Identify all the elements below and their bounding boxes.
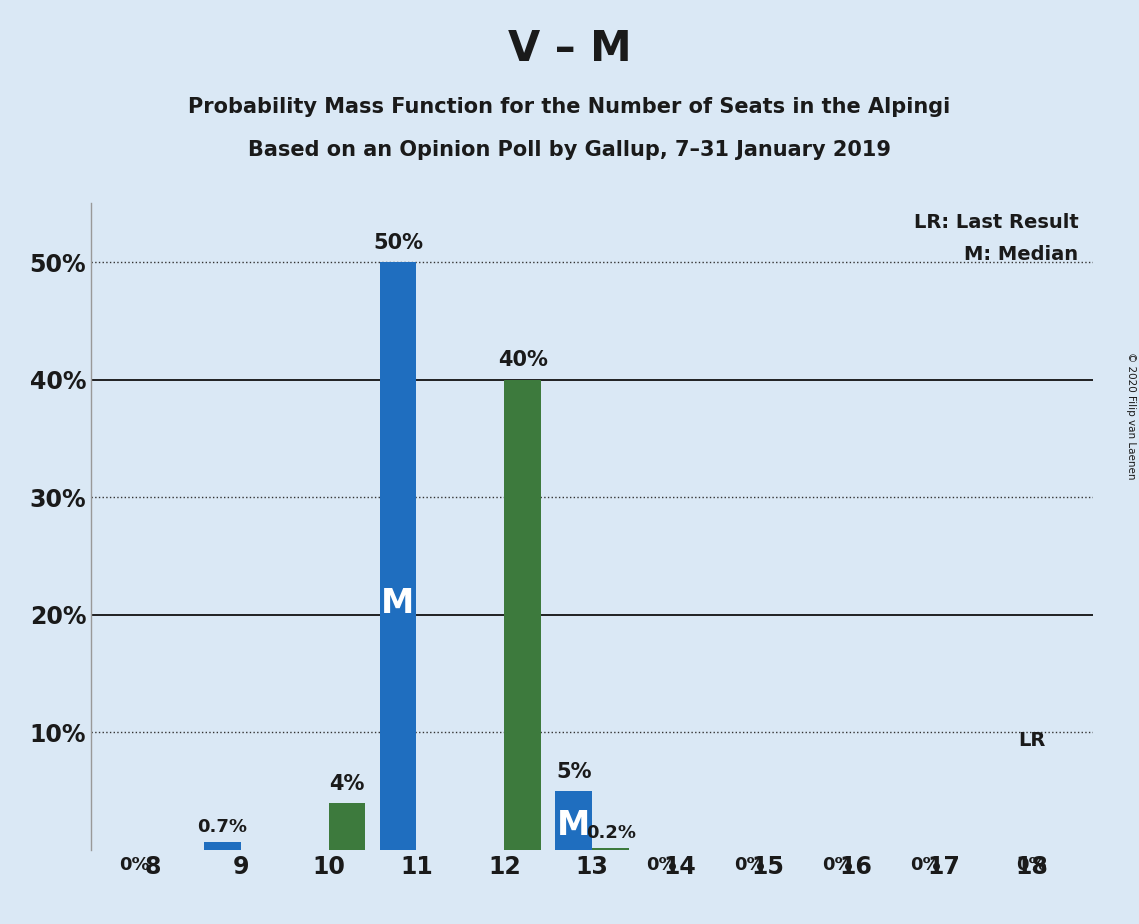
Text: LR: LR xyxy=(1018,731,1046,750)
Text: 50%: 50% xyxy=(372,233,423,252)
Text: 0%: 0% xyxy=(647,856,677,874)
Text: 0%: 0% xyxy=(735,856,765,874)
Bar xyxy=(379,262,417,850)
Text: V – M: V – M xyxy=(508,28,631,69)
Text: © 2020 Filip van Laenen: © 2020 Filip van Laenen xyxy=(1126,352,1136,480)
Text: 0.7%: 0.7% xyxy=(197,818,247,836)
Text: Probability Mass Function for the Number of Seats in the Alpingi: Probability Mass Function for the Number… xyxy=(188,97,951,117)
Text: 0.2%: 0.2% xyxy=(585,824,636,842)
Text: 0%: 0% xyxy=(118,856,149,874)
Text: Based on an Opinion Poll by Gallup, 7–31 January 2019: Based on an Opinion Poll by Gallup, 7–31… xyxy=(248,140,891,161)
Bar xyxy=(592,847,629,850)
Text: M: Median: M: Median xyxy=(965,245,1079,264)
Text: LR: Last Result: LR: Last Result xyxy=(913,213,1079,232)
Bar xyxy=(505,380,541,850)
Bar xyxy=(204,842,240,850)
Bar xyxy=(328,803,366,850)
Text: 5%: 5% xyxy=(556,762,591,782)
Text: 0%: 0% xyxy=(1017,856,1047,874)
Text: 0%: 0% xyxy=(822,856,853,874)
Bar xyxy=(556,791,592,850)
Text: 0%: 0% xyxy=(910,856,941,874)
Text: M: M xyxy=(557,808,590,842)
Text: 4%: 4% xyxy=(329,773,364,794)
Text: M: M xyxy=(382,587,415,620)
Text: 40%: 40% xyxy=(498,350,548,371)
